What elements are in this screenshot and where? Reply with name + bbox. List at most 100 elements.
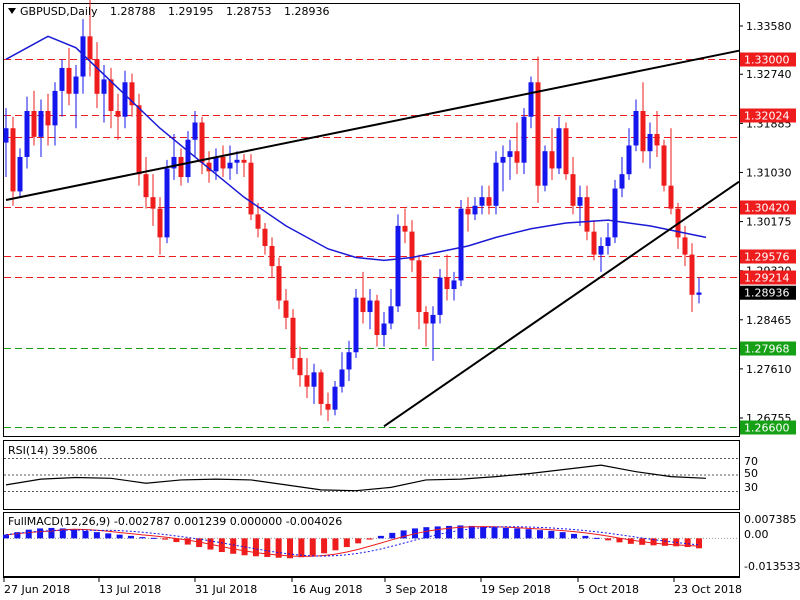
candle-body — [255, 214, 261, 229]
level-tags: 1.33000 1.32024 1.30420 1.29576 1.29214 1.279… — [740, 52, 796, 435]
macd-hist-bar — [696, 538, 702, 549]
macd-hist-bar — [400, 530, 407, 539]
candle-body — [619, 174, 625, 189]
candle-body — [143, 174, 149, 198]
candle-body — [486, 197, 492, 206]
level-tag — [740, 420, 796, 435]
time-tick-label: 16 Aug 2018 — [292, 583, 362, 596]
header-close: 1.28936 — [284, 5, 330, 18]
candle-body — [570, 174, 576, 206]
candle-body — [626, 145, 632, 175]
candle-body — [17, 156, 23, 192]
candle-body — [164, 168, 170, 238]
candle-body — [94, 59, 100, 94]
macd-hist-bar — [275, 538, 282, 558]
ma-line — [5, 35, 707, 262]
candle-body — [500, 156, 506, 163]
time-tick-label: 31 Jul 2018 — [195, 583, 257, 596]
candle-body — [577, 197, 583, 206]
candle-body — [591, 231, 597, 255]
candle-body — [318, 372, 324, 404]
candle-body — [612, 188, 618, 238]
macd-hist-bar — [434, 526, 441, 539]
macd-hist-bar — [82, 530, 89, 539]
macd-hist-bar — [605, 538, 612, 541]
macd-hist-bar — [627, 538, 634, 544]
macd-hist-bar — [332, 538, 339, 551]
dropdown-triangle-icon[interactable] — [8, 8, 16, 14]
candle-body — [80, 36, 86, 77]
macd-tick-top: 0.007385 — [744, 513, 797, 526]
macd-hist-bar — [184, 538, 191, 545]
time-tick-label: 23 Oct 2018 — [674, 583, 742, 596]
macd-hist-bar — [661, 538, 668, 546]
candle-body — [479, 197, 485, 206]
candle-body — [213, 156, 219, 172]
candle-body — [423, 312, 429, 324]
macd-label: FullMACD(12,26,9) -0.002787 0.001239 0.0… — [8, 515, 342, 528]
candle-body — [192, 122, 198, 140]
candle-body — [66, 67, 72, 94]
header-high: 1.29195 — [168, 5, 214, 18]
macd-hist-bar — [71, 529, 78, 539]
macd-hist-bar — [298, 538, 305, 558]
time-tick-label: 27 Jun 2018 — [4, 583, 70, 596]
candle-body — [647, 133, 653, 152]
current-price-tag — [740, 285, 796, 300]
price-tick-label: 1.27610 — [746, 363, 792, 376]
macd-hist-bar — [571, 533, 578, 539]
candle-body — [451, 280, 457, 290]
candle-body — [108, 79, 114, 112]
candle-body — [276, 266, 282, 301]
time-tick-label: 5 Oct 2018 — [578, 583, 639, 596]
candle-body — [542, 151, 548, 186]
macd-hist-bar — [287, 538, 294, 559]
macd-hist-bar — [321, 538, 328, 554]
price-tick-label: 1.30175 — [746, 216, 792, 229]
macd-hist-bar — [162, 538, 169, 540]
rsi-level-30-label: 30 — [744, 481, 758, 494]
level-tag-label: 1.26600 — [744, 422, 790, 435]
price-tick-label: 1.31030 — [746, 166, 792, 179]
candle-body — [668, 185, 674, 209]
macd-hist-bar — [593, 537, 600, 539]
level-tag-label: 1.32024 — [744, 110, 790, 123]
macd-hist-bar — [514, 528, 521, 539]
candle-body — [444, 277, 450, 290]
header-low: 1.28753 — [226, 5, 272, 18]
macd-hist-bar — [502, 527, 509, 539]
macd-hist-bar — [480, 526, 487, 539]
macd-hist-bar — [127, 535, 134, 539]
candle-body — [528, 82, 534, 117]
candle-body — [465, 208, 471, 215]
level-tag — [740, 200, 796, 215]
macd-hist-bar — [525, 529, 532, 539]
trendlines — [5, 49, 740, 428]
macd-tick-bottom: -0.013533 — [744, 560, 800, 573]
macd-hist-bar — [446, 525, 453, 539]
candle-body — [472, 205, 478, 215]
candle-body — [31, 111, 37, 137]
rsi-level-50-label: 50 — [744, 467, 758, 480]
candle-body — [374, 300, 380, 336]
macd-hist-bar — [423, 527, 430, 539]
candle-body — [437, 277, 443, 315]
price-tick-label: 1.33580 — [746, 20, 792, 33]
macd-hist-bar — [150, 537, 157, 539]
candle-body — [556, 128, 562, 169]
candle-body — [654, 133, 660, 146]
candle-body — [234, 159, 240, 163]
macd-hist-bar — [264, 538, 271, 558]
candle-body — [381, 323, 387, 336]
candle-body — [584, 197, 590, 232]
candle-body — [332, 386, 338, 410]
rsi-line — [5, 464, 707, 492]
candle-body — [367, 300, 373, 313]
macd-main-line — [5, 526, 700, 557]
level-tag-label: 1.33000 — [744, 54, 790, 67]
macd-tick-zero: 0.00 — [744, 528, 769, 541]
candle-body — [3, 128, 9, 143]
candle-body — [150, 197, 156, 209]
price-axis: 1.335801.327401.318851.310301.301751.293… — [739, 20, 792, 425]
candle-body — [248, 162, 254, 215]
